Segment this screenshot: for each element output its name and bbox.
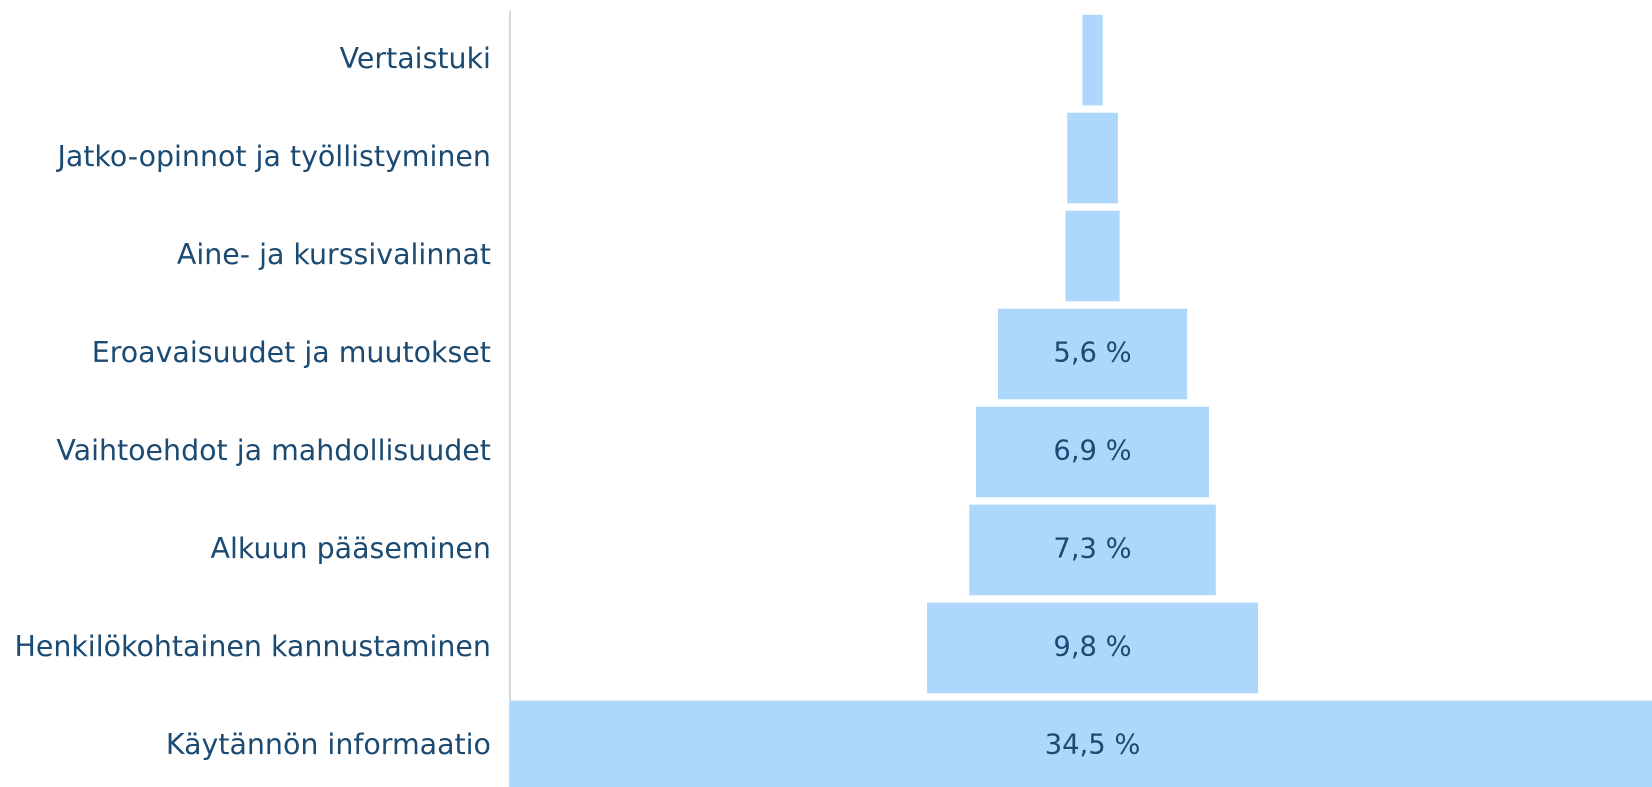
category-label: Vertaistuki [340,42,491,75]
value-label: 6,9 % [1053,435,1131,466]
funnel-bar [1067,112,1118,204]
funnel-bar [927,602,1259,694]
category-label: Alkuun pääseminen [211,532,491,565]
category-label: Aine- ja kurssivalinnat [177,238,491,271]
funnel-bar [976,406,1210,498]
funnel-bar [509,700,1652,787]
value-label: 34,5 % [1045,729,1141,760]
funnel-bar [969,504,1216,596]
category-label: Henkilökohtainen kannustaminen [14,630,491,663]
funnel-bar [997,308,1188,400]
value-label: 9,8 % [1053,631,1131,662]
category-label: Käytännön informaatio [166,728,491,761]
category-label: Eroavaisuudet ja muutokset [92,336,491,369]
value-label: 5,6 % [1053,337,1131,368]
funnel-bar [1082,14,1103,106]
funnel-bar [1065,210,1120,302]
category-label: Vaihtoehdot ja mahdollisuudet [56,434,491,467]
category-label: Jatko-opinnot ja työllistyminen [55,140,491,173]
value-label: 7,3 % [1053,533,1131,564]
